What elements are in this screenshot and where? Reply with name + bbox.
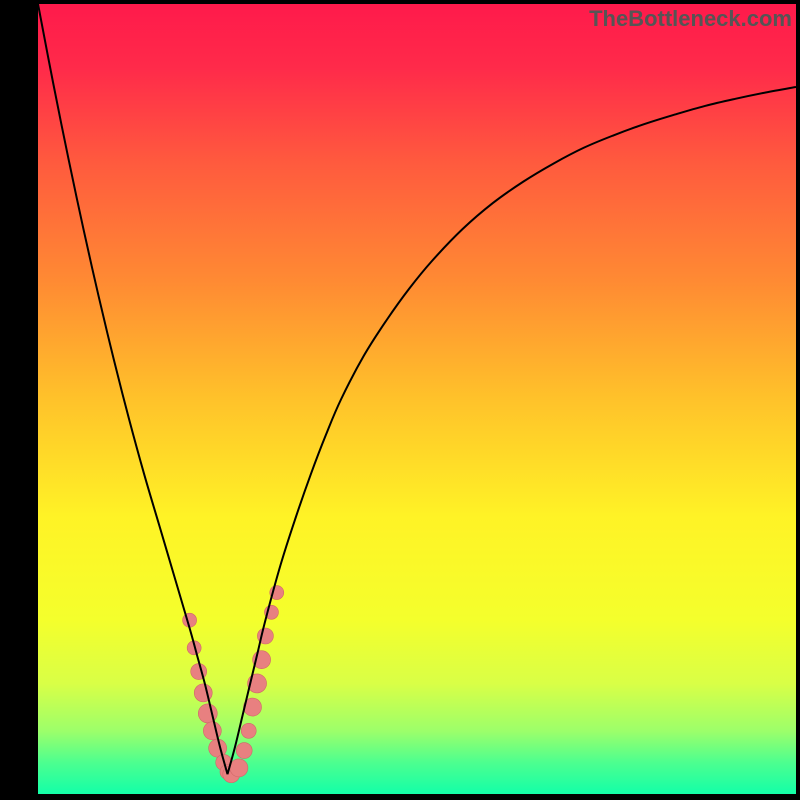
chart-frame: TheBottleneck.com — [0, 0, 800, 800]
gradient-background — [38, 4, 796, 794]
plot-area — [38, 4, 796, 794]
watermark-text: TheBottleneck.com — [589, 6, 792, 32]
